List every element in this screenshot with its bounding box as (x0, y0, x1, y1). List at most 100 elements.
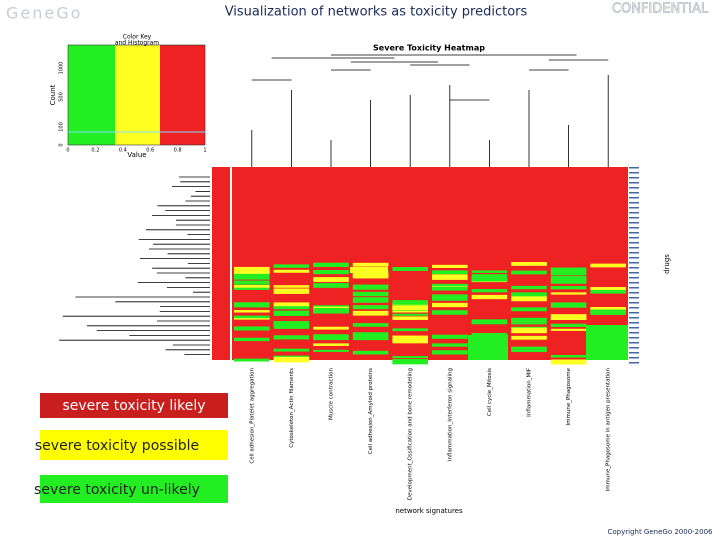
row-tick (629, 202, 639, 204)
key-title: and Histogram (115, 40, 159, 47)
heat-cell (234, 337, 270, 342)
column-label: Cell adhesion_Amyloid proteins (368, 368, 374, 454)
heat-cell (511, 335, 547, 340)
key-x-label: Value (127, 151, 146, 159)
heat-cell (273, 285, 310, 288)
heat-cell (550, 359, 587, 365)
heat-cell (511, 317, 547, 323)
heatmap-y-label: drugs (663, 254, 671, 274)
heat-cell (590, 310, 626, 315)
heat-cell (352, 310, 389, 316)
row-tick (629, 247, 639, 249)
row-tick (629, 182, 639, 184)
heat-cell (392, 339, 428, 344)
heat-cell (471, 270, 508, 273)
heat-cell (234, 280, 270, 285)
heat-cell (511, 270, 547, 275)
dendrogram (59, 54, 609, 356)
heat-cell (432, 264, 468, 268)
row-tick (629, 232, 639, 234)
heat-cell (468, 335, 508, 360)
heat-cell (273, 356, 310, 363)
heat-cell (273, 321, 310, 327)
heat-cell (432, 274, 468, 280)
row-tick (629, 222, 639, 224)
heat-cell (511, 262, 547, 265)
heat-cell (352, 350, 389, 355)
heat-cell (511, 307, 547, 312)
heat-cell (273, 310, 310, 316)
heat-cell (511, 292, 547, 297)
row-tick (629, 192, 639, 194)
heat-cell (550, 328, 587, 331)
key-green (68, 45, 115, 145)
row-tick (629, 307, 639, 309)
heat-cell (432, 310, 468, 315)
heat-cell (550, 267, 587, 272)
heat-cell (313, 283, 349, 288)
row-tick (629, 167, 639, 169)
heat-cell (511, 295, 547, 302)
heat-cell (586, 325, 628, 360)
row-tick (629, 302, 639, 304)
heat-cell (313, 334, 349, 341)
heat-cell (234, 310, 270, 313)
heat-cell (313, 349, 349, 352)
row-tick (629, 362, 639, 364)
legend-likely-box (40, 393, 228, 418)
heatmap-title: Severe Toxicity Heatmap (373, 44, 485, 53)
heat-cell (550, 286, 587, 290)
row-tick (629, 297, 639, 299)
heat-cell (313, 343, 349, 346)
row-tick (629, 322, 639, 324)
heat-cell (590, 307, 626, 310)
row-tick (629, 172, 639, 174)
heat-cell (432, 302, 468, 308)
heat-cell (590, 289, 626, 294)
heat-cell (273, 264, 310, 268)
heat-cell (511, 346, 547, 350)
row-tick (629, 352, 639, 354)
key-frame (67, 44, 206, 146)
key-yellow (115, 45, 160, 145)
heat-cell (273, 302, 310, 307)
heat-cell (234, 315, 270, 319)
heat-cell (234, 316, 270, 320)
heat-cell (550, 278, 587, 284)
heat-cell (392, 359, 428, 362)
color-key: Color Key and Histogram Value Count 0100… (49, 34, 207, 160)
heat-cell (432, 284, 468, 289)
heat-cell (550, 323, 587, 327)
key-y-label: Count (49, 84, 57, 105)
key-y-tick: 500 (59, 92, 65, 102)
heat-cell (392, 313, 428, 316)
key-y-tick: 0 (59, 143, 65, 146)
heat-cell (590, 307, 626, 313)
heat-cell (511, 285, 547, 290)
row-tick (629, 287, 639, 289)
key-x-tick: 0 (66, 148, 69, 154)
row-tick (629, 237, 639, 239)
heat-cell (471, 289, 508, 293)
row-tick (629, 292, 639, 294)
column-label: Inflammation_Interferon signaling (447, 368, 453, 461)
heat-cell (511, 349, 547, 353)
row-tick (629, 357, 639, 359)
heat-cell (352, 297, 389, 303)
row-tick (629, 267, 639, 269)
row-tick (629, 262, 639, 264)
heat-cell (432, 283, 468, 287)
heat-cell (432, 350, 468, 354)
heat-cell (511, 327, 547, 334)
heat-cell (550, 302, 587, 308)
legend-likely: severe toxicity likely (62, 398, 205, 414)
heat-cell (273, 269, 310, 273)
row-tick (629, 312, 639, 314)
column-label: Muscle contraction (329, 367, 335, 420)
heat-cell (432, 286, 468, 291)
row-tick (629, 317, 639, 319)
row-tick (629, 337, 639, 339)
heat-cell (234, 273, 270, 280)
heat-cell (550, 354, 587, 358)
